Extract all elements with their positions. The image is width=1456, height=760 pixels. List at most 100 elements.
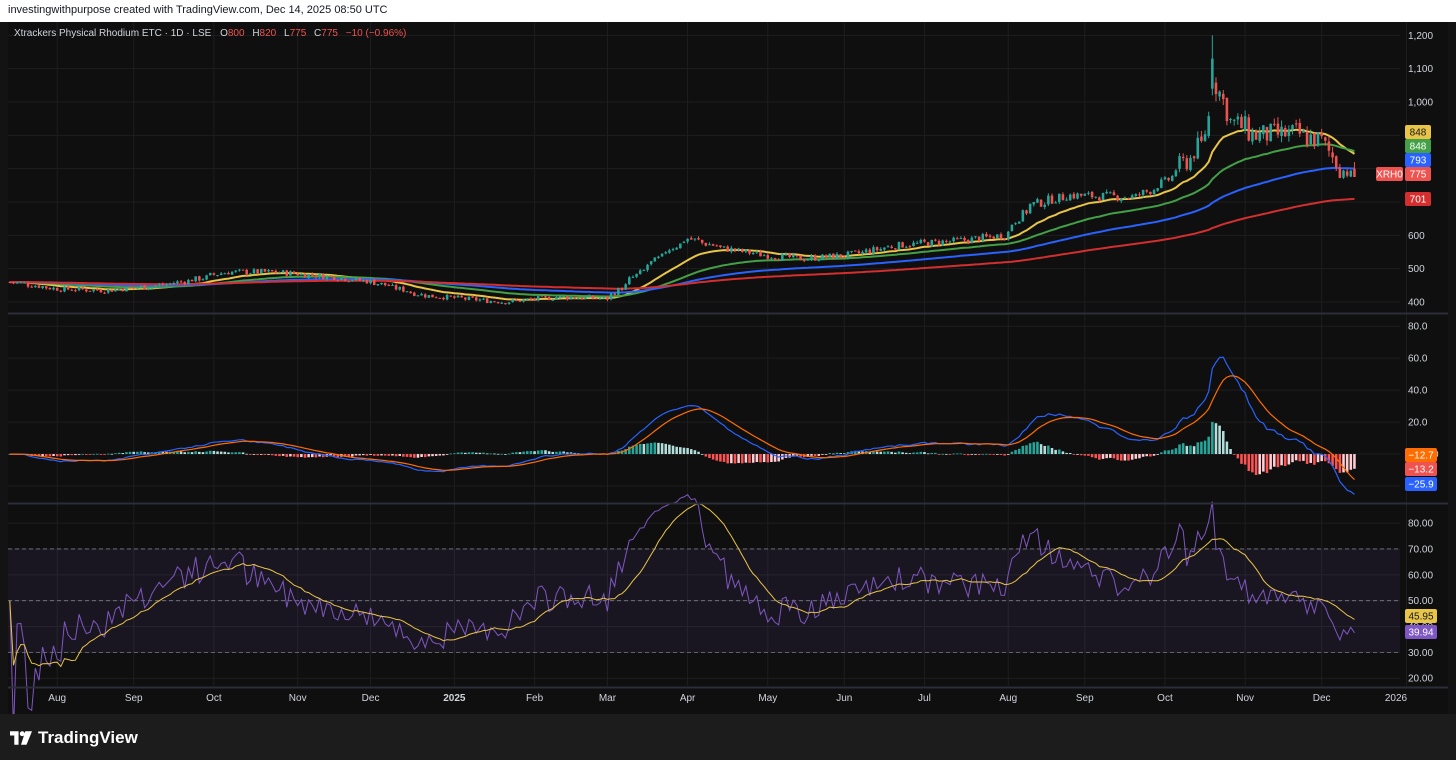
candle-body xyxy=(128,287,132,289)
attribution-text: investingwithpurpose created with Tradin… xyxy=(8,4,388,16)
macd-histogram-bar xyxy=(653,442,657,455)
legend-c-value: 775 xyxy=(321,28,338,39)
candle-body xyxy=(413,292,416,296)
candle-body xyxy=(926,242,930,247)
candle-body xyxy=(1079,193,1083,196)
macd-histogram-bar xyxy=(748,454,751,463)
macd-histogram-bar xyxy=(1072,454,1076,455)
candle-body xyxy=(591,295,595,299)
candle-body xyxy=(1130,195,1134,199)
macd-histogram-bar xyxy=(1287,454,1291,465)
candle-body xyxy=(438,297,442,299)
candle-body xyxy=(303,273,307,278)
candle-body xyxy=(660,253,664,257)
macd-value-label: −25.9 xyxy=(1408,480,1434,491)
macd-histogram-bar xyxy=(66,454,70,456)
macd-histogram-bar xyxy=(139,451,143,455)
candle-body xyxy=(1006,231,1010,240)
candle-body xyxy=(587,295,591,298)
candle-body xyxy=(1207,116,1210,136)
macd-histogram-bar xyxy=(806,454,810,457)
candle-body xyxy=(1170,175,1174,181)
candle-body xyxy=(281,270,285,273)
symbol-legend[interactable]: Xtrackers Physical Rhodium ETC · 1D · LS… xyxy=(14,28,406,39)
candle-body xyxy=(434,297,438,299)
candle-body xyxy=(296,273,299,276)
macd-histogram-bar xyxy=(824,454,828,455)
candle-body xyxy=(715,245,719,247)
candle-body xyxy=(482,298,485,300)
macd-histogram-bar xyxy=(883,451,886,455)
candle-body xyxy=(609,293,613,300)
legend-change: −10 (−0.96%) xyxy=(346,28,407,39)
candle-body xyxy=(613,293,616,295)
price-axis-tick: 1,100 xyxy=(1408,64,1433,75)
macd-histogram-bar xyxy=(1203,440,1207,455)
macd-histogram-bar xyxy=(726,454,729,464)
macd-histogram-bar xyxy=(1334,454,1338,470)
candle-body xyxy=(358,278,361,281)
candle-body xyxy=(1017,221,1021,224)
rsi-value-label: 45.95 xyxy=(1408,612,1433,623)
candle-body xyxy=(52,287,55,290)
macd-histogram-bar xyxy=(208,450,212,455)
macd-histogram-bar xyxy=(700,454,704,455)
chart-frame[interactable]: 1,2001,1001,00090080070060050040080.060.… xyxy=(8,22,1448,714)
candle-body xyxy=(1119,198,1123,201)
candle-body xyxy=(343,278,347,282)
chart-canvas[interactable]: 1,2001,1001,00090080070060050040080.060.… xyxy=(8,22,1448,714)
candle-body xyxy=(198,276,201,281)
candle-body xyxy=(1262,125,1265,135)
macd-histogram-bar xyxy=(44,454,48,457)
candle-body xyxy=(336,280,340,282)
candle-body xyxy=(1101,192,1105,200)
tradingview-brand[interactable]: TradingView xyxy=(10,728,138,748)
candle-body xyxy=(1192,156,1196,159)
macd-histogram-bar xyxy=(482,452,485,455)
candle-body xyxy=(1050,195,1054,204)
candle-body xyxy=(1320,133,1323,137)
macd-axis-tick: 40.0 xyxy=(1408,386,1428,397)
candle-body xyxy=(1054,202,1057,204)
macd-histogram-bar xyxy=(1025,445,1028,455)
macd-histogram-bar xyxy=(245,453,248,455)
candle-body xyxy=(1156,188,1159,191)
x-axis[interactable]: Aug Sep Oct Nov Dec 2025 Feb Mar Apr May Jun Jul Aug… xyxy=(48,693,1407,704)
macd-histogram-bar xyxy=(624,449,627,455)
rsi-line xyxy=(9,494,1355,714)
macd-histogram-bar xyxy=(205,451,208,455)
macd-histogram-bar xyxy=(1079,454,1083,456)
macd-histogram-bar xyxy=(471,452,474,455)
candle-body xyxy=(325,275,329,280)
candle-body xyxy=(147,288,150,290)
price-value-label-bg xyxy=(1405,139,1431,153)
macd-histogram-bar xyxy=(777,454,780,462)
candle-body xyxy=(617,288,620,295)
macd-histogram-bar xyxy=(88,454,92,455)
candle-body xyxy=(1236,116,1240,120)
candle-body xyxy=(1058,193,1061,202)
candle-body xyxy=(511,299,514,302)
macd-histogram-bar xyxy=(1054,449,1057,455)
macd-histogram-bar xyxy=(274,454,278,456)
candle-body xyxy=(788,253,791,257)
candle-body xyxy=(8,281,12,283)
candle-body xyxy=(744,249,748,252)
macd-histogram-bar xyxy=(638,443,642,455)
macd-histogram-bar xyxy=(1039,444,1043,455)
candle-body xyxy=(897,241,901,250)
candle-body xyxy=(1334,156,1338,168)
candle-body xyxy=(362,280,365,282)
candle-body xyxy=(1247,117,1251,141)
candle-body xyxy=(1145,190,1149,192)
ema-lines xyxy=(9,128,1356,301)
macd-histogram-bar xyxy=(114,453,117,455)
candle-body xyxy=(1221,93,1225,100)
macd-histogram-bar xyxy=(544,450,547,455)
macd-histogram-bar xyxy=(387,454,391,456)
macd-histogram-bar xyxy=(48,454,52,457)
candle-body xyxy=(445,295,449,300)
macd-histogram-bar xyxy=(1342,454,1345,473)
candle-body xyxy=(34,285,37,288)
candle-body xyxy=(555,297,558,300)
